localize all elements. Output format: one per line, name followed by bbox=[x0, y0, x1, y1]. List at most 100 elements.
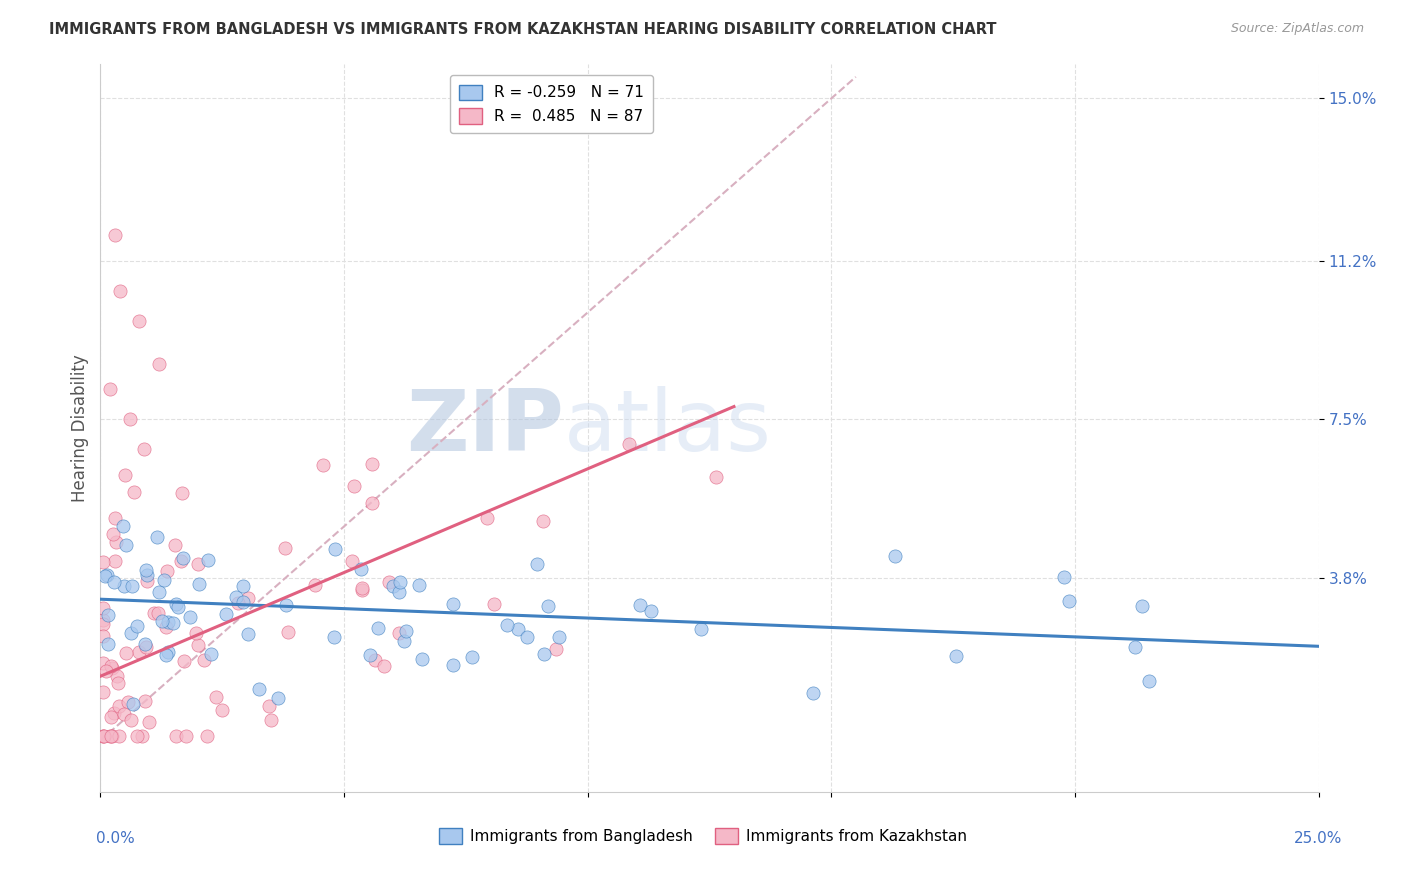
Point bbox=[640, 604, 662, 618]
Point bbox=[100, 710, 122, 724]
Point bbox=[1123, 640, 1146, 655]
Point bbox=[131, 729, 153, 743]
Point bbox=[179, 610, 201, 624]
Point bbox=[118, 412, 141, 426]
Point bbox=[187, 577, 209, 591]
Point bbox=[1053, 570, 1076, 584]
Point bbox=[100, 729, 122, 743]
Point bbox=[148, 584, 170, 599]
Point bbox=[135, 574, 157, 589]
Point bbox=[101, 527, 124, 541]
Point bbox=[533, 647, 555, 661]
Point bbox=[103, 575, 125, 590]
Point bbox=[548, 630, 571, 644]
Point bbox=[193, 653, 215, 667]
Point bbox=[155, 620, 177, 634]
Point bbox=[120, 626, 142, 640]
Point bbox=[515, 631, 537, 645]
Point bbox=[91, 613, 114, 627]
Point bbox=[172, 550, 194, 565]
Point bbox=[100, 658, 122, 673]
Point bbox=[389, 574, 412, 589]
Point bbox=[142, 606, 165, 620]
Point bbox=[214, 607, 236, 621]
Point bbox=[546, 642, 568, 657]
Point bbox=[364, 653, 387, 667]
Point bbox=[211, 703, 233, 717]
Y-axis label: Hearing Disability: Hearing Disability bbox=[72, 354, 89, 502]
Point bbox=[157, 645, 180, 659]
Point bbox=[148, 357, 170, 371]
Point bbox=[232, 579, 254, 593]
Point bbox=[461, 650, 484, 665]
Point bbox=[343, 479, 366, 493]
Point bbox=[395, 624, 418, 639]
Point bbox=[91, 729, 114, 743]
Point bbox=[128, 645, 150, 659]
Point bbox=[411, 651, 433, 665]
Point bbox=[91, 616, 114, 631]
Point bbox=[91, 684, 114, 698]
Point bbox=[200, 648, 222, 662]
Point bbox=[311, 458, 333, 472]
Point bbox=[134, 694, 156, 708]
Point bbox=[274, 598, 297, 612]
Point bbox=[172, 486, 194, 500]
Point bbox=[340, 554, 363, 568]
Point bbox=[165, 538, 187, 552]
Point bbox=[135, 640, 157, 654]
Point bbox=[108, 284, 131, 298]
Point bbox=[156, 615, 179, 629]
Point bbox=[360, 496, 382, 510]
Point bbox=[257, 699, 280, 714]
Point bbox=[93, 729, 115, 743]
Point bbox=[136, 568, 159, 582]
Point bbox=[121, 579, 143, 593]
Point bbox=[105, 669, 128, 683]
Point bbox=[173, 654, 195, 668]
Point bbox=[174, 729, 197, 743]
Point bbox=[690, 623, 713, 637]
Point bbox=[247, 681, 270, 696]
Legend: R = -0.259   N = 71, R =  0.485   N = 87: R = -0.259 N = 71, R = 0.485 N = 87 bbox=[450, 75, 652, 133]
Point bbox=[91, 729, 114, 743]
Point bbox=[107, 676, 129, 690]
Point bbox=[496, 618, 519, 632]
Point bbox=[122, 698, 145, 712]
Text: atlas: atlas bbox=[564, 386, 772, 469]
Point bbox=[373, 659, 395, 673]
Point bbox=[107, 698, 129, 713]
Point bbox=[101, 661, 124, 675]
Point bbox=[115, 538, 138, 552]
Point bbox=[93, 555, 115, 569]
Point bbox=[304, 577, 326, 591]
Point bbox=[236, 627, 259, 641]
Point bbox=[128, 314, 150, 328]
Point bbox=[165, 729, 187, 743]
Point bbox=[112, 579, 135, 593]
Point bbox=[145, 530, 167, 544]
Point bbox=[112, 706, 135, 721]
Text: Source: ZipAtlas.com: Source: ZipAtlas.com bbox=[1230, 22, 1364, 36]
Point bbox=[184, 626, 207, 640]
Point bbox=[508, 622, 530, 636]
Text: 0.0%: 0.0% bbox=[96, 831, 135, 846]
Point bbox=[162, 616, 184, 631]
Point bbox=[98, 729, 121, 743]
Point bbox=[531, 514, 554, 528]
Point bbox=[91, 656, 114, 670]
Text: IMMIGRANTS FROM BANGLADESH VS IMMIGRANTS FROM KAZAKHSTAN HEARING DISABILITY CORR: IMMIGRANTS FROM BANGLADESH VS IMMIGRANTS… bbox=[49, 22, 997, 37]
Point bbox=[350, 562, 373, 576]
Point bbox=[187, 639, 209, 653]
Point bbox=[617, 436, 640, 450]
Point bbox=[1130, 599, 1153, 614]
Point bbox=[167, 599, 190, 614]
Point bbox=[97, 637, 120, 651]
Point bbox=[97, 607, 120, 622]
Point bbox=[704, 470, 727, 484]
Point bbox=[100, 729, 122, 743]
Point bbox=[378, 575, 401, 590]
Point bbox=[277, 625, 299, 640]
Point bbox=[91, 629, 114, 643]
Point bbox=[152, 573, 174, 587]
